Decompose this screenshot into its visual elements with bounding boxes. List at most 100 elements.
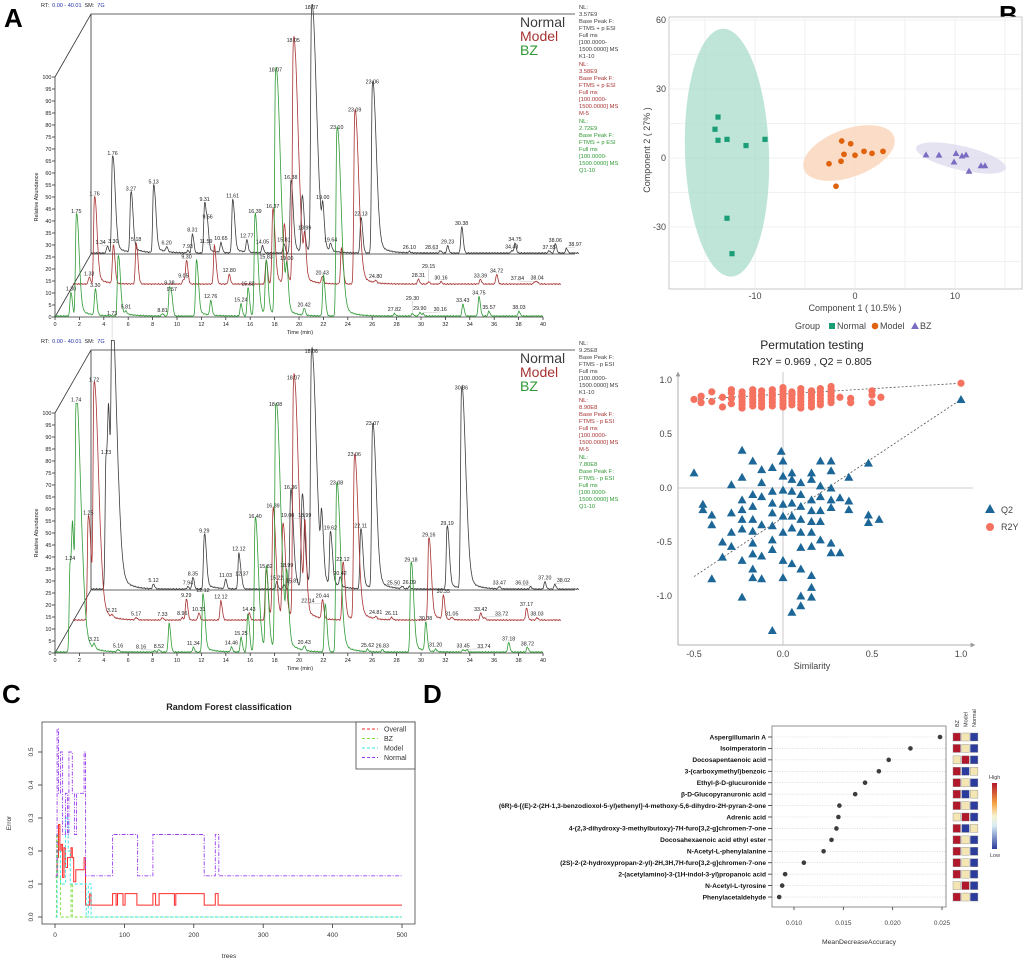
peak-label: 9.31 bbox=[199, 197, 209, 203]
point-q2 bbox=[787, 486, 797, 495]
panel-label-d: D bbox=[423, 679, 442, 709]
legend-label: Normal bbox=[384, 755, 407, 762]
peak-label: 8.31 bbox=[187, 228, 197, 234]
point-q2 bbox=[806, 495, 816, 504]
point-normal bbox=[712, 126, 718, 132]
y-tick-label: 20 bbox=[45, 267, 51, 273]
point-q2 bbox=[748, 514, 758, 523]
importance-dot bbox=[837, 803, 842, 808]
peak-label: 14.46 bbox=[225, 641, 238, 647]
scan-info-line: Q1-10 bbox=[579, 168, 595, 174]
peak-label-leader bbox=[422, 311, 441, 313]
heatmap-cell bbox=[952, 732, 961, 742]
point-bz bbox=[935, 151, 943, 158]
peak-label: 33.72 bbox=[495, 612, 508, 618]
peak-label: 37.84 bbox=[511, 276, 524, 282]
x-tick-label: 40 bbox=[540, 322, 546, 328]
point-q2 bbox=[767, 486, 777, 495]
peak-label: 5.12 bbox=[148, 578, 158, 584]
x-tick-label: 6 bbox=[127, 322, 130, 328]
legend-label: BZ bbox=[920, 321, 932, 331]
point-q2 bbox=[796, 542, 806, 551]
heatmap-cell bbox=[970, 801, 979, 810]
scan-info-line: K1-10 bbox=[579, 390, 594, 396]
legend-label-q2: Q2 bbox=[1001, 505, 1013, 515]
peak-label: 16.39 bbox=[266, 504, 279, 510]
point-q2 bbox=[748, 573, 758, 582]
x-tick-label: 36 bbox=[491, 322, 497, 328]
peak-label: 35.57 bbox=[482, 305, 495, 311]
peak-label: 29.30 bbox=[406, 296, 419, 302]
point-q2 bbox=[757, 492, 767, 501]
y-tick-label: 90 bbox=[45, 435, 51, 441]
point-q2 bbox=[778, 555, 788, 564]
heatmap-cell bbox=[961, 869, 970, 879]
y-axis-label: Relative Abundance bbox=[34, 509, 40, 558]
scan-info-line: [100.0000- bbox=[579, 40, 607, 46]
y-tick-label: 65 bbox=[45, 495, 51, 501]
x-tick-label: 200 bbox=[188, 932, 199, 939]
heatmap-cell bbox=[952, 847, 961, 856]
peak-label: 27.82 bbox=[388, 307, 401, 313]
peak-label-leader bbox=[283, 583, 293, 585]
scan-info-line: Base Peak F: bbox=[579, 133, 614, 139]
point-normal bbox=[762, 136, 768, 142]
scan-info-line: 3.58E9 bbox=[579, 69, 597, 75]
heatmap-cell bbox=[961, 767, 970, 776]
heatmap-cell bbox=[961, 892, 970, 902]
point-q2 bbox=[826, 502, 836, 511]
point-q2 bbox=[778, 485, 788, 494]
peak-label: 5.16 bbox=[113, 643, 123, 649]
y-tick-label: 95 bbox=[45, 87, 51, 93]
point-q2 bbox=[778, 456, 788, 465]
peak-label: 38.06 bbox=[549, 238, 562, 244]
peak-label: 9.57 bbox=[167, 287, 177, 293]
point-r2y bbox=[788, 388, 796, 396]
point-normal bbox=[724, 136, 730, 142]
peak-label: 30.16 bbox=[434, 307, 447, 313]
peak-label: 34.75 bbox=[508, 237, 521, 243]
peak-label: 11.61 bbox=[226, 194, 239, 200]
y-tick-label: 10 bbox=[45, 291, 51, 297]
peak-label: 18.06 bbox=[305, 349, 318, 355]
peak-label: 29.16 bbox=[422, 533, 435, 539]
point-r2y bbox=[877, 393, 885, 401]
peak-label: 14.05 bbox=[256, 239, 269, 245]
point-r2y bbox=[768, 386, 776, 394]
peak-label: 12.12 bbox=[214, 594, 227, 600]
chart-subtitle: R2Y = 0.969 , Q2 = 0.805 bbox=[752, 356, 872, 368]
y-tick-label: 60 bbox=[45, 507, 51, 513]
legend-marker-bz bbox=[911, 322, 919, 329]
scan-info-line: FTMS + p ESI bbox=[579, 26, 616, 32]
x-tick-label: 30 bbox=[418, 658, 424, 664]
x-tick-label: 12 bbox=[198, 658, 204, 664]
peak-label: 16.38 bbox=[284, 175, 297, 181]
point-q2 bbox=[767, 462, 777, 471]
confidence-ellipse-normal bbox=[684, 28, 770, 277]
point-q2 bbox=[815, 506, 825, 515]
heatmap-cell bbox=[970, 755, 979, 765]
peak-label: 1.75 bbox=[71, 209, 81, 215]
point-q2 bbox=[956, 394, 966, 403]
y-tick-label: 5 bbox=[48, 639, 51, 645]
peak-label: 10.31 bbox=[192, 607, 205, 613]
x-tick-label: 6 bbox=[127, 658, 130, 664]
permutation-plot: Permutation testing R2Y = 0.969 , Q2 = 0.… bbox=[656, 338, 1018, 671]
point-r2y bbox=[690, 395, 698, 404]
x-tick-label: 28 bbox=[394, 658, 400, 664]
heatmap-cell bbox=[970, 892, 979, 902]
pca-plot: -10 0 10 60 30 0 -30 Component 1 ( 10.5% ) Compo… bbox=[642, 15, 1023, 331]
point-q2 bbox=[698, 499, 708, 508]
importance-dot bbox=[836, 814, 841, 820]
x-tick-label: 0 bbox=[53, 658, 56, 664]
peak-label: 3.21 bbox=[107, 608, 117, 614]
legend-label: Model bbox=[880, 321, 905, 331]
heatmap-cell bbox=[952, 869, 961, 879]
point-bz bbox=[981, 162, 989, 169]
point-q2 bbox=[726, 480, 736, 489]
scan-info-line: NL: bbox=[579, 119, 588, 125]
heatmap-column-label: Normal bbox=[972, 709, 978, 727]
x-tick-label: 0.0 bbox=[777, 649, 790, 659]
color-scale-low: Low bbox=[990, 853, 1000, 859]
chromatogram-panel: RT: 0.00 - 40.01 SM: 7G05101520253035404550… bbox=[34, 311, 618, 672]
